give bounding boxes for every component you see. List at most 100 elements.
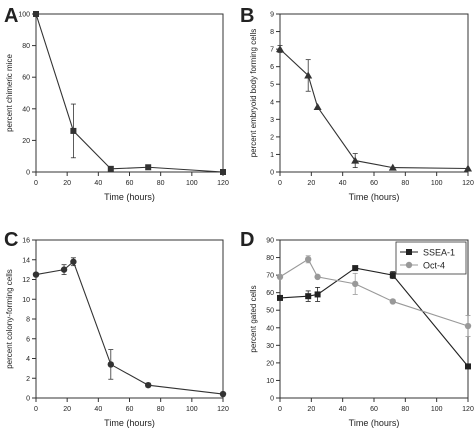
panel-d-data-point [276,273,284,281]
panel-a-y-axis-label: percent chimeric mice [5,54,14,132]
panel-c-y-axis-label: percent colony-forming cells [5,269,14,369]
panel-c-x-axis-label: Time (hours) [104,418,155,428]
panel-c-y-tick-label: 2 [26,376,30,383]
panel-c-x-tick-label: 0 [34,406,38,413]
panel-d-y-tick-label: 30 [266,343,274,350]
panel-b-y-tick-label: 3 [270,117,274,124]
panel-b-x-tick-label: 40 [339,180,347,187]
panel-b-data-point [313,103,322,111]
panel-d-x-tick-label: 40 [339,406,347,413]
panel-b-data-point [276,45,284,53]
panel-d-data-point [305,293,312,300]
panel-b-series-0-line [279,48,469,170]
panel-d-y-tick-label: 60 [266,290,274,297]
panel-c-data-point [107,361,115,368]
panel-d-x-tick-label: 20 [307,406,315,413]
panel-c-data-point [32,271,40,278]
panel-a-x-tick-label: 0 [34,180,38,187]
panel-a-plot-frame [35,13,224,173]
panel-b: B 0 20 40 60 80 100 120 0 1 2 3 4 5 6 7 8 9 Time (hours) pe… [240,5,474,202]
panel-d-legend-marker [405,261,413,269]
panel-c-letter: C [4,229,18,251]
panel-d-legend-box [395,241,467,275]
panel-b-series-0 [276,45,472,172]
panel-a-x-axis-label: Time (hours) [104,192,155,202]
panel-b-x-axis-label: Time (hours) [349,192,400,202]
panel-b-y-tick-label: 5 [270,82,274,89]
panel-b-data-point [351,156,360,164]
panel-a-x-tick-label: 40 [94,180,102,187]
panel-d-x-tick-label: 120 [462,406,474,413]
panel-d-x-tick-label: 80 [401,406,409,413]
panel-b-y-tick-label: 2 [270,134,274,141]
panel-c-y-tick-label: 0 [26,396,30,403]
panel-d-data-point [389,272,396,279]
panel-a-y-tick-label: 40 [22,106,30,113]
panel-c-series-0-line [35,260,224,395]
panel-d-data-point [314,291,321,298]
panel-d-legend-label: SSEA-1 [423,248,455,258]
panel-d-data-point [464,322,472,330]
panel-d-y-tick-label: 80 [266,255,274,262]
panel-b-y-tick-label: 8 [270,29,274,36]
panel-d-data-point [389,298,396,305]
panel-a-data-point [107,165,114,172]
panel-c-y-tick-label: 12 [22,277,30,284]
panel-a: A 0 20 40 60 80 100 120 0 20 40 60 80 100 Time (hours)… [4,5,229,202]
panel-a-x-tick-label: 80 [157,180,165,187]
panel-d-y-tick-label: 20 [266,360,274,367]
panel-b-x-tick-label: 80 [401,180,409,187]
panel-c-data-point [219,390,227,398]
panel-b-data-point [388,163,397,171]
panel-d-x-tick-label: 60 [370,406,378,413]
panel-a-data-point [220,169,226,175]
panel-c-data-point [70,258,77,265]
panel-a-letter: A [4,5,18,27]
panel-b-plot-frame [279,13,469,173]
panel-c-x-tick-label: 100 [186,406,198,413]
panel-c-y-tick-label: 6 [26,336,30,343]
panel-d-series-0 [277,265,471,370]
panel-d-legend-marker [406,249,412,255]
panel-a-x-tick-label: 20 [63,180,71,187]
panel-d-y-tick-label: 50 [266,308,274,315]
panel-b-y-tick-label: 0 [270,170,274,177]
panel-d-y-tick-label: 40 [266,325,274,332]
panel-b-x-tick-label: 100 [431,180,443,187]
panel-a-series-0-line [35,13,224,173]
panel-d-y-tick-label: 10 [266,378,274,385]
panel-d-data-point [277,294,283,301]
panel-a-data-point [70,127,77,134]
panel-d-x-axis-label: Time (hours) [349,418,400,428]
panel-a-y-tick-label: 100 [18,12,30,19]
panel-d-letter: D [240,229,254,251]
panel-b-y-tick-label: 7 [270,47,274,54]
panel-d-data-point [305,256,312,263]
panel-a-data-point [145,164,152,171]
panel-d-series-1-line [279,258,469,327]
panel-c-y-tick-label: 10 [22,297,30,304]
panel-d-x-tick-label: 100 [431,406,443,413]
panel-d-series-1 [276,255,472,337]
panel-c-data-point [145,381,152,389]
panel-b-letter: B [240,5,254,27]
panel-b-data-point [304,71,313,79]
panel-d-series-0-line [279,267,469,367]
panel-d-legend: SSEA-1 Oct-4 [395,241,467,275]
panel-c: C 0 20 40 60 80 100 120 0 2 4 6 8 10 12 14 16 Time (hours… [4,229,229,428]
panel-b-y-axis-label: percent embryoid body forming cells [249,29,258,158]
panel-a-data-point [33,11,39,17]
panel-b-x-tick-label: 0 [278,180,282,187]
panel-a-y-tick-label: 80 [22,43,30,50]
panel-c-y-tick-label: 14 [22,257,30,264]
panel-a-y-tick-label: 20 [22,138,30,145]
panel-c-data-point [60,266,68,273]
panel-c-y-tick-label: 8 [26,317,30,324]
panel-c-x-tick-label: 60 [126,406,134,413]
panel-d-x-tick-label: 0 [278,406,282,413]
panel-b-x-tick-label: 20 [307,180,315,187]
panel-c-x-tick-label: 80 [157,406,165,413]
panel-d-data-point [352,265,359,272]
panel-d: D 0 20 40 60 80 100 120 0 10 20 30 40 50 60 70 80 90 Time … [240,229,474,428]
